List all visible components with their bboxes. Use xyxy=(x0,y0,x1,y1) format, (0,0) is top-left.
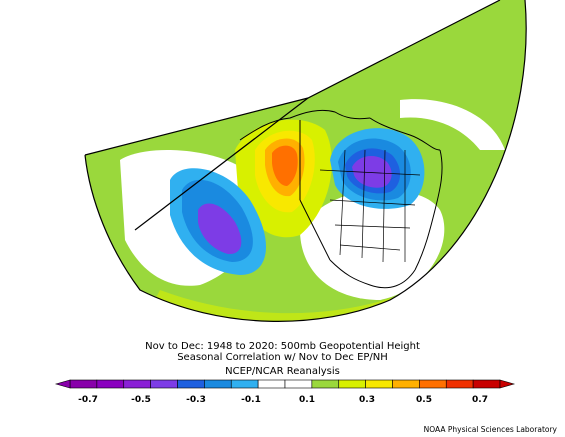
political-boundaries xyxy=(319,149,421,263)
colorbar-swatch xyxy=(472,379,501,389)
caption-line-2: Seasonal Correlation w/ Nov to Dec EP/NH xyxy=(177,352,388,363)
colorbar-swatch xyxy=(392,379,420,389)
colorbar-swatch xyxy=(419,379,447,389)
colorbar-swatch xyxy=(96,379,125,389)
colorbar-tick-label: 0.5 xyxy=(416,395,432,405)
colorbar-swatch xyxy=(123,379,151,389)
caption-line-1: Nov to Dec: 1948 to 2020: 500mb Geopoten… xyxy=(145,341,420,352)
colorbar-swatch xyxy=(445,379,474,389)
colorbar-tick-label: -0.1 xyxy=(241,395,261,405)
colorbar-swatch xyxy=(257,379,286,389)
colorbar-tick-label: -0.3 xyxy=(186,395,206,405)
colorbar-swatch xyxy=(284,379,313,389)
neutral-band-north xyxy=(400,99,505,150)
coastlines xyxy=(239,109,443,289)
colorbar-swatch xyxy=(230,379,259,389)
colorbar-swatch xyxy=(338,379,366,389)
colorbar-tick-label: -0.7 xyxy=(78,395,98,405)
colorbar-low-arrow xyxy=(54,379,71,389)
colorbar-swatch xyxy=(311,379,340,389)
colorbar-tick-label: -0.5 xyxy=(131,395,151,405)
colorbar-tick-label: 0.3 xyxy=(359,395,375,405)
negative-anomaly-canada xyxy=(352,155,392,188)
credit-label: NOAA Physical Sciences Laboratory xyxy=(423,425,557,434)
colorbar-swatch xyxy=(204,379,232,389)
neutral-band-east xyxy=(300,189,445,300)
colorbar-tick-label: 0.7 xyxy=(472,395,488,405)
correlation-map xyxy=(84,0,527,322)
colorbar-swatch xyxy=(177,379,205,389)
colorbar-high-arrow xyxy=(499,379,516,389)
colorbar: -0.7 -0.5 -0.3 -0.1 0.1 0.3 0.5 0.7 xyxy=(54,379,516,405)
positive-core xyxy=(272,145,298,186)
negative-anomaly-pacific xyxy=(198,203,242,255)
colorbar-swatch xyxy=(69,379,98,389)
colorbar-swatch xyxy=(365,379,393,389)
colorbar-tick-label: 0.1 xyxy=(299,395,315,405)
colorbar-swatch xyxy=(150,379,178,389)
caption-line-3: NCEP/NCAR Reanalysis xyxy=(225,366,340,377)
